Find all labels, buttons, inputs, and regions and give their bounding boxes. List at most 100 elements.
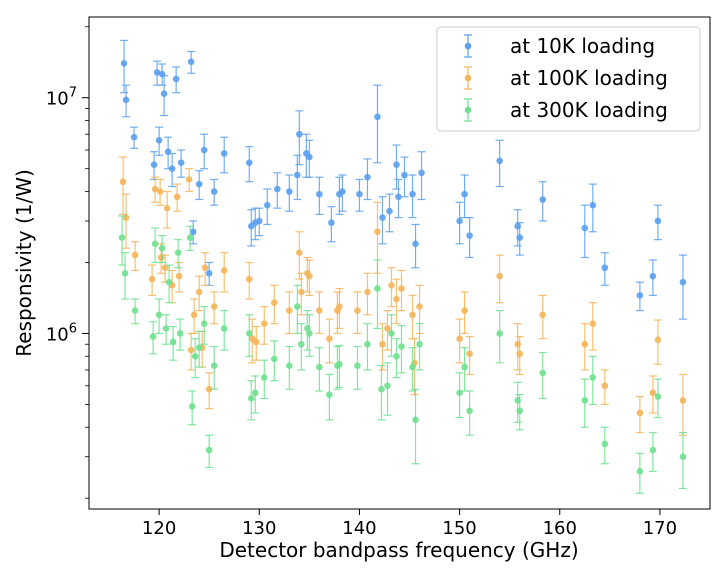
data-point	[364, 288, 371, 296]
data-point	[356, 190, 363, 198]
legend-label: at 100K loading	[510, 66, 668, 90]
legend-marker	[464, 106, 472, 114]
data-point	[150, 161, 158, 168]
data-point	[169, 338, 177, 346]
data-point	[200, 146, 208, 154]
data-point	[131, 251, 139, 259]
data-point	[384, 382, 391, 390]
data-point	[364, 173, 371, 181]
data-point	[374, 285, 381, 292]
data-point	[296, 130, 303, 138]
data-point	[316, 190, 323, 198]
data-point	[201, 264, 209, 272]
data-point	[153, 69, 161, 76]
data-point	[260, 320, 268, 327]
data-point	[161, 264, 169, 272]
data-point	[456, 217, 463, 225]
data-point	[176, 330, 184, 337]
data-point	[200, 320, 208, 327]
data-point	[589, 374, 597, 381]
data-point	[189, 228, 197, 236]
data-point	[461, 307, 468, 314]
data-point	[496, 330, 503, 337]
x-tick-label: 120	[142, 518, 176, 539]
data-point	[384, 325, 391, 332]
data-point	[496, 157, 503, 165]
data-point	[149, 333, 157, 340]
data-point	[306, 330, 313, 337]
y-axis-label: Responsivity (1/W)	[12, 169, 36, 357]
data-point	[188, 403, 196, 410]
data-point	[316, 363, 323, 371]
data-point	[636, 409, 644, 417]
data-point	[539, 369, 547, 377]
data-point	[158, 244, 166, 252]
data-point	[654, 336, 662, 344]
legend: at 10K loading at 100K loading at 300K loa…	[436, 26, 701, 132]
data-point	[245, 159, 253, 167]
data-point	[286, 188, 293, 195]
x-axis: 120 130 140 150 160 170	[142, 509, 677, 539]
data-point	[274, 185, 281, 193]
data-point	[456, 335, 463, 342]
legend-label: at 300K loading	[510, 98, 668, 122]
data-point	[173, 193, 181, 201]
data-point	[151, 240, 159, 248]
data-point	[245, 330, 253, 337]
data-point	[270, 299, 278, 307]
data-point	[175, 272, 183, 280]
data-point	[649, 446, 657, 454]
data-point	[195, 180, 203, 188]
data-point	[263, 201, 271, 209]
data-point	[649, 389, 657, 397]
data-point	[118, 234, 126, 241]
data-point	[186, 234, 194, 241]
data-point	[298, 340, 305, 348]
x-tick-label: 160	[543, 518, 577, 539]
data-point	[205, 446, 213, 454]
data-point	[654, 217, 662, 225]
data-point	[412, 240, 419, 248]
data-point	[412, 416, 419, 424]
data-point	[679, 397, 687, 404]
data-point	[581, 397, 589, 404]
data-point	[466, 232, 473, 239]
data-point	[354, 307, 361, 314]
data-point	[339, 188, 346, 195]
data-point	[122, 214, 130, 221]
data-point	[172, 75, 180, 83]
data-point	[654, 393, 662, 400]
y-axis: 106 107	[46, 26, 89, 499]
data-point	[326, 335, 333, 342]
series-at-100k-loading	[119, 156, 687, 436]
data-point	[466, 407, 473, 415]
data-point	[386, 207, 393, 215]
data-point	[185, 176, 193, 183]
data-point	[157, 254, 165, 261]
data-point	[121, 269, 129, 277]
data-point	[205, 385, 213, 393]
data-point	[247, 395, 255, 402]
data-point	[679, 453, 687, 461]
data-point	[306, 153, 313, 161]
data-point	[679, 278, 687, 286]
data-point	[539, 311, 547, 319]
data-point	[418, 169, 425, 177]
data-point	[416, 303, 423, 310]
data-point	[601, 440, 609, 448]
data-point	[210, 362, 218, 369]
data-point	[379, 340, 386, 348]
data-point	[393, 161, 400, 168]
data-point	[155, 311, 163, 319]
plot-marks	[118, 39, 687, 494]
data-point	[393, 352, 400, 360]
data-point	[251, 389, 259, 397]
data-point	[195, 344, 203, 352]
data-point	[191, 352, 199, 360]
data-point	[122, 96, 130, 104]
data-point	[516, 407, 523, 415]
data-point	[130, 133, 138, 141]
data-point	[388, 282, 395, 289]
x-tick-label: 170	[643, 518, 677, 539]
